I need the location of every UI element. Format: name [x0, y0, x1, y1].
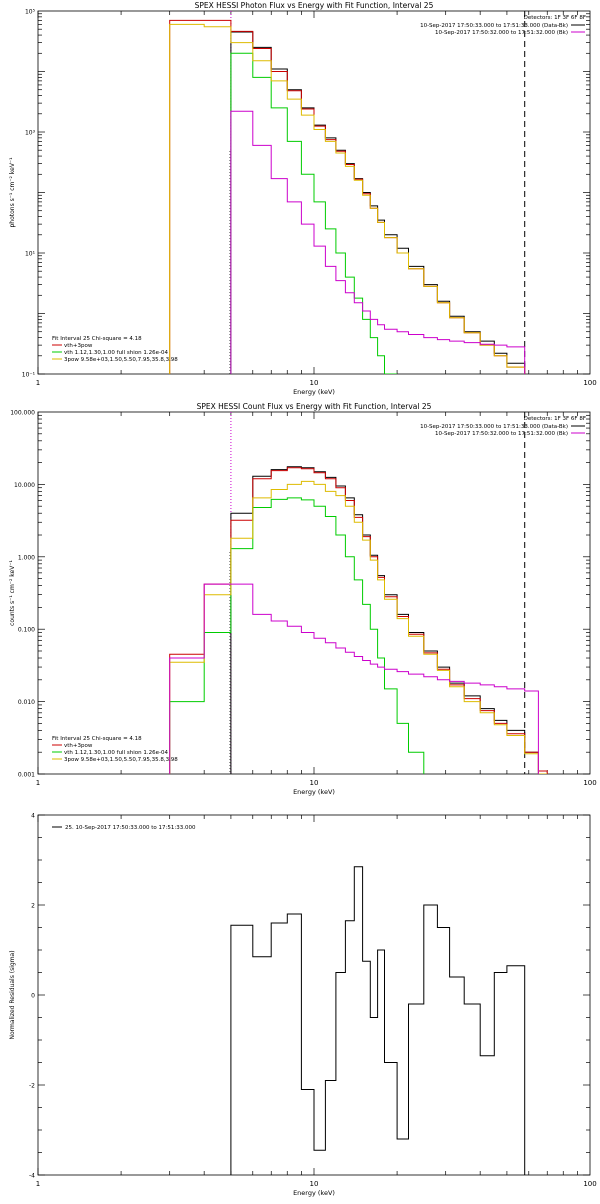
- series-vth-3pow: [169, 467, 548, 774]
- legend-top-item-label: 10-Sep-2017 17:50:33.000 to 17:51:33.000…: [420, 23, 568, 29]
- y-tick-label: 10¹: [25, 251, 36, 258]
- y-tick-label: 0.010: [18, 699, 35, 706]
- y-tick-label: 4: [31, 813, 35, 820]
- x-tick-label: 10: [310, 379, 319, 387]
- series-vth: [230, 52, 398, 374]
- series-group: [169, 466, 548, 774]
- series-vth-3pow: [169, 19, 526, 374]
- legend-top-item-label: 10-Sep-2017 17:50:33.000 to 17:51:33.000…: [420, 424, 568, 430]
- y-tick-label: 0.100: [18, 627, 35, 634]
- y-axis-label: Normalized Residuals (sigma): [9, 950, 16, 1039]
- y-tick-label: 100.000: [10, 410, 35, 417]
- y-tick-label: 10⁵: [25, 9, 36, 16]
- series-residuals: [230, 866, 526, 1175]
- x-axis-label: Energy (keV): [293, 388, 335, 396]
- residual-legend-label: 25. 10-Sep-2017 17:50:33.000 to 17:51:33…: [65, 825, 196, 831]
- x-axis-label: Energy (keV): [293, 1189, 335, 1197]
- y-tick-label: 10⁻¹: [22, 372, 36, 379]
- chart-title: SPEX HESSI Count Flux vs Energy with Fit…: [197, 402, 432, 411]
- x-tick-label: 1: [36, 1180, 40, 1188]
- y-tick-label: -4: [29, 1173, 35, 1180]
- detectors-label: Detectors: 1F 3F 6F 8F: [524, 416, 586, 422]
- legend-top-item-label: 10-Sep-2017 17:50:32.000 to 17:51:32.000…: [435, 30, 568, 36]
- chart-panel-1: 1 10 100 10⁻¹ 10¹ 10³ 10⁵ SPEX HESSI Photon Flu…: [9, 1, 597, 396]
- detectors-label: Detectors: 1F 3F 6F 8F: [524, 15, 586, 21]
- series-data: [230, 31, 526, 374]
- x-tick-label: 1: [36, 779, 40, 787]
- fit-interval-label: Fit Interval 25 Chi-square = 4.18: [52, 336, 142, 342]
- x-axis-label: Energy (keV): [293, 788, 335, 796]
- x-tick-label: 10: [310, 779, 319, 787]
- legend-bottom-item-label: 3pow 9.58e+03,1.50,5.50,7.95,35.8,3.98: [64, 757, 178, 763]
- legend-bottom-item-label: vth 1.12,1.30,1.00 full shion 1.26e-04: [64, 350, 168, 356]
- series-vth: [169, 497, 425, 774]
- y-tick-label: 0: [31, 993, 35, 1000]
- x-tick-label: 100: [583, 1180, 596, 1188]
- y-tick-label: 0.001: [18, 772, 35, 779]
- x-tick-label: 10: [310, 1180, 319, 1188]
- series-bk: [230, 110, 526, 374]
- series-3pow: [169, 480, 548, 774]
- chart-panel-2: 1 10 100 0.001 0.010 0.100 1.000 10.000 100.000 S…: [9, 402, 597, 796]
- series-group: [169, 19, 526, 374]
- series-group: [230, 866, 526, 1175]
- y-tick-label: 1.000: [18, 554, 35, 561]
- legend-top-item-label: 10-Sep-2017 17:50:32.000 to 17:51:32.000…: [435, 431, 568, 437]
- y-axis-label: counts s⁻¹ cm⁻² keV⁻¹: [9, 560, 16, 626]
- y-tick-label: 10.000: [14, 482, 35, 489]
- legend-bottom-item-label: vth 1.12,1.30,1.00 full shion 1.26e-04: [64, 750, 168, 756]
- legend-bottom-item-label: vth+3pow: [64, 743, 93, 749]
- y-axis-label: photons s⁻¹ cm⁻² keV⁻¹: [9, 157, 16, 228]
- fit-interval-label: Fit Interval 25 Chi-square = 4.18: [52, 736, 142, 742]
- chart-title: SPEX HESSI Photon Flux vs Energy with Fi…: [195, 1, 434, 10]
- legend-bottom-item-label: 3pow 9.58e+03,1.50,5.50,7.95,35.8,3.98: [64, 357, 178, 363]
- legend-bottom-item-label: vth+3pow: [64, 343, 93, 349]
- series-3pow: [169, 23, 526, 374]
- y-tick-label: -2: [29, 1083, 35, 1090]
- series-data: [230, 466, 539, 774]
- chart-panel-3: 1 10 100 -4 -2 0 2 4 Energy (keV) Normalized Resi…: [9, 813, 597, 1198]
- x-tick-label: 100: [583, 779, 596, 787]
- x-tick-label: 100: [583, 379, 596, 387]
- plot-frame: [37, 411, 591, 775]
- x-tick-label: 1: [36, 379, 40, 387]
- series-bk: [169, 583, 539, 774]
- y-tick-label: 2: [31, 903, 35, 910]
- y-tick-label: 10³: [25, 130, 36, 137]
